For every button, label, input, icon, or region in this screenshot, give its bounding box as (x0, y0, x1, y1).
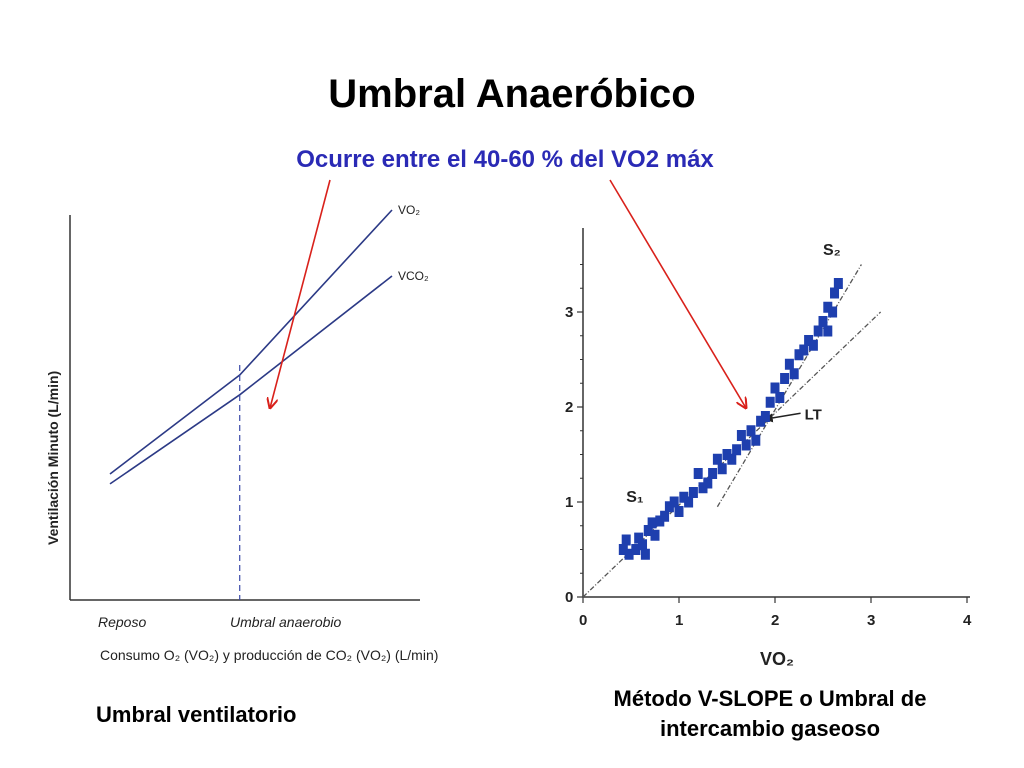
scatter-point (650, 529, 660, 541)
scatter-point (765, 396, 775, 408)
scatter-point (669, 496, 679, 508)
scatter-point (688, 487, 698, 498)
scatter-point (823, 325, 833, 337)
scatter-point (813, 325, 823, 337)
slope-line-s1 (582, 311, 882, 598)
x-tick-label-3: 3 (867, 612, 875, 629)
slide-subtitle: Ocurre entre el 40-60 % del VO2 máx (296, 146, 714, 173)
slope-line-s2 (716, 264, 862, 508)
scatter-point (760, 411, 770, 422)
scatter-point (624, 548, 634, 560)
scatter-point (655, 515, 665, 527)
scatter-point (698, 482, 708, 494)
left-y-axis-label: Ventilación Minuto (L/min) (45, 371, 61, 545)
caption-v-slope-line2: intercambio gaseoso (659, 716, 881, 741)
scatter-point (684, 496, 694, 508)
x-tick-label-reposo: Reposo (98, 614, 146, 630)
caption-v-slope-line1: Método V-SLOPE o Umbral de (613, 686, 927, 711)
scatter-point (647, 517, 657, 529)
scatter-point (732, 444, 742, 456)
scatter-point (703, 477, 713, 489)
scatter-point (664, 501, 674, 513)
scatter-point (712, 453, 722, 465)
series-line-vo2 (109, 209, 393, 475)
scatter-point (679, 491, 689, 503)
scatter-point (799, 344, 809, 356)
slide-title: Umbral Anaeróbico (328, 72, 696, 116)
slope-label-s1: S₁ (626, 489, 644, 506)
y-tick-label-2: 2 (565, 399, 573, 416)
x-tick-label-umbral: Umbral anaerobio (230, 614, 341, 630)
v-slope-chart: 0 1 2 3 4 0 1 2 3 S₁ S₂ LT VO₂ (565, 228, 972, 669)
scatter-point (775, 392, 785, 403)
slope-label-s2: S₂ (823, 242, 841, 259)
scatter-point (736, 430, 746, 441)
series-label-vo2: VO₂ (398, 203, 420, 217)
scatter-point (722, 449, 732, 460)
scatter-point (674, 506, 684, 517)
x-tick-label-0: 0 (579, 612, 587, 629)
scatter-point (746, 425, 756, 437)
scatter-point (751, 434, 761, 446)
scatter-point (634, 532, 644, 544)
x-tick-label-4: 4 (963, 612, 972, 629)
scatter-point (717, 463, 727, 475)
scatter-point (643, 525, 653, 536)
scatter-point (784, 358, 794, 370)
lt-label: LT (805, 406, 822, 423)
scatter-point (828, 306, 838, 318)
y-tick-label-0: 0 (565, 589, 573, 606)
scatter-point (708, 468, 718, 479)
x-tick-label-1: 1 (675, 612, 683, 629)
scatter-point (833, 278, 843, 289)
scatter-point (727, 453, 737, 465)
scatter-point (794, 349, 804, 361)
scatter-point (660, 510, 670, 522)
lt-pointer (763, 412, 801, 423)
right-x-axis-label: VO₂ (760, 649, 794, 669)
scatter-point (693, 468, 703, 479)
scatter-point (756, 415, 766, 427)
scatter-point (818, 316, 828, 327)
scatter-point (808, 339, 818, 351)
scatter-point (780, 373, 790, 384)
scatter-point (621, 534, 631, 546)
arrow-to-lt-point (609, 179, 746, 408)
caption-v-slope: Método V-SLOPE o Umbral de intercambio g… (580, 684, 960, 744)
ventilatory-threshold-chart: Ventilación Minuto (L/min) Reposo Umbral… (45, 203, 438, 663)
scatter-point (804, 335, 814, 346)
scatter-point (618, 544, 628, 555)
scatter-point (741, 439, 751, 451)
y-tick-label-1: 1 (565, 494, 573, 511)
left-x-axis-label: Consumo O₂ (VO₂) y producción de CO₂ (VO… (100, 647, 438, 663)
scatter-point (830, 287, 840, 299)
scatter-point (631, 544, 641, 555)
caption-ventilatory: Umbral ventilatorio (96, 702, 297, 727)
scatter-point (640, 548, 650, 560)
y-tick-label-3: 3 (565, 304, 573, 321)
series-line-vco2 (109, 275, 393, 485)
scatter-point (823, 301, 833, 313)
arrow-to-ventilatory-threshold (270, 179, 331, 408)
x-tick-label-2: 2 (771, 612, 779, 629)
series-label-vco2: VCO₂ (398, 269, 429, 283)
scatter-point (789, 368, 799, 380)
scatter-point (770, 382, 780, 394)
scatter-point (638, 539, 648, 551)
